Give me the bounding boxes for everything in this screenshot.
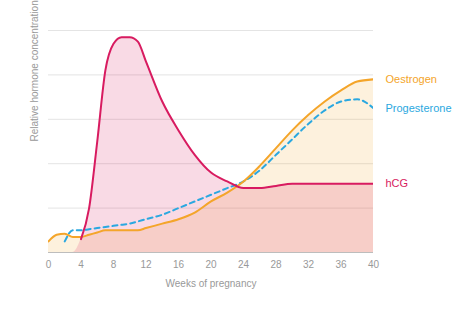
svg-text:24: 24 <box>238 259 250 270</box>
svg-text:4: 4 <box>78 259 84 270</box>
svg-text:Oestrogen: Oestrogen <box>386 73 437 85</box>
svg-text:Relative hormone concentration: Relative hormone concentration <box>29 0 40 141</box>
svg-text:12: 12 <box>140 259 152 270</box>
svg-text:20: 20 <box>205 259 217 270</box>
svg-text:32: 32 <box>303 259 315 270</box>
svg-text:28: 28 <box>270 259 282 270</box>
svg-text:40: 40 <box>368 259 380 270</box>
svg-text:Progesterone: Progesterone <box>386 102 452 114</box>
svg-text:hCG: hCG <box>386 177 409 189</box>
svg-text:8: 8 <box>111 259 117 270</box>
svg-text:16: 16 <box>173 259 185 270</box>
svg-text:Weeks of pregnancy: Weeks of pregnancy <box>166 278 257 289</box>
svg-text:36: 36 <box>335 259 347 270</box>
svg-text:0: 0 <box>46 259 52 270</box>
